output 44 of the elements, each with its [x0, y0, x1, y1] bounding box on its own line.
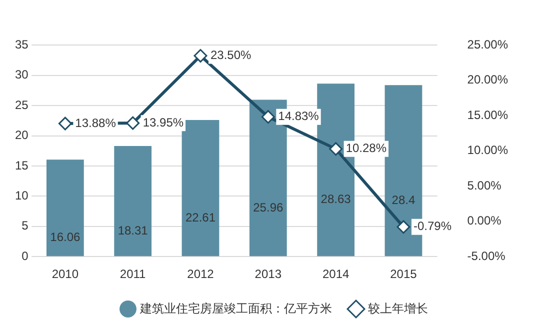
y-tick-label: 25: [14, 98, 29, 112]
data-label: 16.06: [50, 230, 81, 244]
x-tick-label: 2015: [390, 267, 418, 282]
data-label: 22.61: [185, 210, 216, 224]
point: [261, 110, 275, 124]
y-tick-label: 15: [14, 158, 29, 172]
y-tick-label: 5: [22, 218, 29, 233]
y2-tick-label: 0.00%: [467, 214, 502, 228]
data-label: 13.88%: [75, 116, 116, 130]
data-label: 28.4: [392, 192, 416, 207]
y2-tick-label: 5.00%: [467, 178, 502, 192]
y-tick-label: 10: [14, 188, 29, 203]
x-tick-label: 2013: [254, 267, 282, 282]
y-tick-label: 20: [14, 128, 29, 142]
x-tick-label: 2010: [52, 267, 79, 282]
data-label: -0.79%: [413, 219, 452, 234]
data-label: 23.50%: [210, 48, 252, 62]
y2-tick-label: 25.00%: [467, 38, 508, 52]
y2-tick-label: 20.00%: [467, 72, 508, 87]
data-label: 25.96: [253, 200, 284, 214]
y2-tick-label: 10.00%: [467, 143, 508, 158]
bar: [182, 120, 220, 256]
point: [194, 49, 208, 63]
y2-tick-label: -5.00%: [467, 248, 506, 263]
point: [126, 116, 140, 130]
y2-tick-label: 15.00%: [467, 108, 508, 122]
y-tick-label: 35: [14, 38, 29, 52]
y-tick-label: 0: [22, 248, 29, 263]
legend-label: 建筑业住宅房屋竣工面积：亿平方米: [139, 301, 332, 316]
legend-label: 较上年增长: [368, 301, 428, 316]
point: [58, 116, 72, 130]
x-tick-label: 2012: [187, 267, 214, 282]
data-label: 13.95%: [142, 115, 184, 130]
x-tick-label: 2014: [322, 267, 350, 282]
data-label: 14.83%: [278, 109, 320, 124]
bar: [114, 146, 152, 256]
bar: [46, 160, 84, 256]
data-label: 28.63: [320, 192, 352, 206]
x-tick-label: 2011: [120, 267, 146, 282]
data-label: 18.31: [118, 223, 148, 238]
data-label: 10.28%: [346, 141, 387, 156]
point: [396, 220, 410, 234]
point: [329, 142, 343, 156]
y-tick-label: 30: [14, 68, 29, 82]
